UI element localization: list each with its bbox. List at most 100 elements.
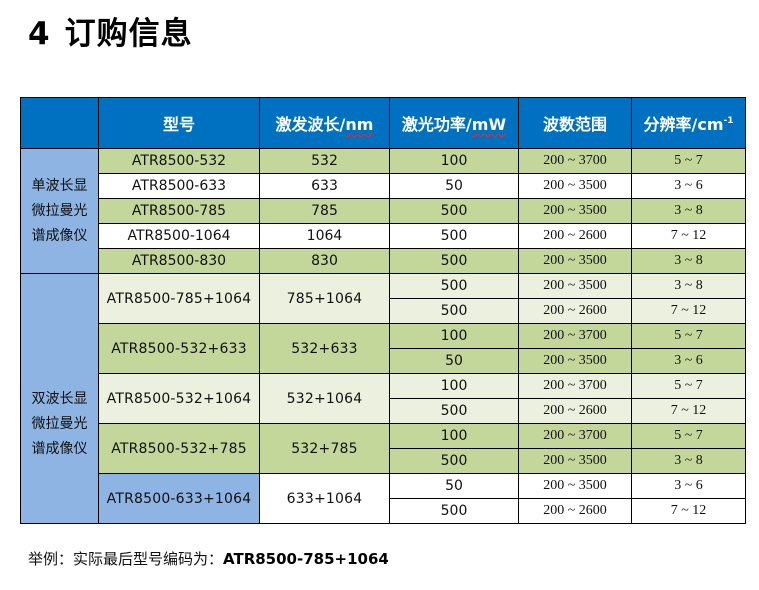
cell-resolution: 7 ~ 12	[631, 298, 746, 324]
cell-wavelength: 633+1064	[259, 473, 390, 524]
section-number: 4	[28, 16, 51, 52]
cell-resolution: 5 ~ 7	[631, 373, 746, 399]
table-row: 500 200 ~ 2600 7 ~ 12	[21, 298, 746, 324]
header-model: 型号	[98, 97, 260, 149]
header-resolution-label: 分辨率/cm	[643, 115, 724, 134]
category-line: 微拉曼光	[31, 416, 88, 432]
header-wavelength-label: 激发波长/	[275, 115, 346, 134]
cell-wavelength: 785	[259, 198, 390, 224]
example-note: 举例：实际最后型号编码为：ATR8500-785+1064	[28, 548, 389, 569]
cell-resolution: 3 ~ 8	[631, 198, 746, 224]
cell-power: 500	[389, 498, 519, 524]
table-row: 50 200 ~ 3500 3 ~ 6	[21, 348, 746, 374]
cell-wavelength: 785+1064	[259, 273, 390, 324]
cell-resolution: 3 ~ 8	[631, 273, 746, 299]
cell-power: 500	[389, 398, 519, 424]
category-line: 谱成像仪	[31, 227, 88, 244]
cell-power: 500	[389, 298, 519, 324]
table-row: 双波长显 微拉曼光 谱成像仪 ATR8500-785+1064 785+1064…	[20, 273, 746, 524]
cell-power: 500	[389, 448, 519, 474]
cell-resolution: 7 ~ 12	[631, 398, 746, 424]
table-row: ATR8500-532+785 532+785 100 200 ~ 3700 5…	[21, 423, 746, 474]
header-wavelength-unit: nm	[345, 115, 374, 134]
table-row: ATR8500-532+633 532+633 100 200 ~ 3700 5…	[21, 323, 746, 374]
table-row: ATR8500-532+1064 532+1064 100 200 ~ 3700…	[21, 373, 746, 424]
cell-resolution: 3 ~ 6	[631, 473, 746, 499]
header-power-unit: mW	[471, 115, 507, 134]
cell-power: 50	[389, 173, 519, 199]
header-resolution-exponent: -1	[723, 116, 734, 126]
cell-power: 100	[389, 323, 519, 349]
table-row: ATR8500-1064 1064 500 200 ~ 2600 7 ~ 12	[20, 223, 746, 249]
cell-range: 200 ~ 2600	[518, 223, 632, 249]
cell-model: ATR8500-785+1064	[98, 273, 260, 324]
section-title: 4 订购信息	[28, 14, 193, 54]
cell-range: 200 ~ 3500	[518, 198, 632, 224]
category-line: 单波长显	[31, 177, 88, 194]
cell-range: 200 ~ 3500	[518, 473, 632, 499]
cell-range: 200 ~ 2600	[518, 398, 632, 424]
cell-range: 200 ~ 3500	[518, 248, 632, 274]
cell-resolution: 5 ~ 7	[631, 423, 746, 449]
header-resolution: 分辨率/cm-1	[631, 97, 746, 149]
cell-range: 200 ~ 2600	[518, 498, 632, 524]
cell-model: ATR8500-532+1064	[98, 373, 260, 424]
cell-resolution: 7 ~ 12	[631, 223, 746, 249]
cell-model: ATR8500-633+1064	[98, 473, 260, 524]
cell-wavelength: 532	[259, 148, 390, 174]
cell-resolution: 3 ~ 6	[631, 173, 746, 199]
table-row: 单波长显 微拉曼光 谱成像仪 ATR8500-532 532 100 200 ~…	[20, 148, 746, 274]
cell-range: 200 ~ 3700	[518, 148, 632, 174]
cell-wavelength: 633	[259, 173, 390, 199]
cell-power: 100	[389, 148, 519, 174]
header-power: 激光功率/mW	[389, 97, 519, 149]
cell-wavelength: 830	[259, 248, 390, 274]
category-line: 谱成像仪	[31, 441, 88, 457]
cell-range: 200 ~ 3500	[518, 448, 632, 474]
category-single-wavelength: 单波长显 微拉曼光 谱成像仪	[20, 148, 99, 274]
cell-range: 200 ~ 3700	[518, 373, 632, 399]
cell-model: ATR8500-1064	[98, 223, 260, 249]
cell-wavelength: 1064	[259, 223, 390, 249]
table-row: ATR8500-633 633 50 200 ~ 3500 3 ~ 6	[20, 173, 746, 199]
order-info-table: 型号 激发波长/nm 激光功率/mW 波数范围 分辨率/cm-1 单波长显 微拉…	[20, 97, 746, 524]
cell-power: 100	[389, 423, 519, 449]
cell-model: ATR8500-532+633	[98, 323, 260, 374]
header-power-label: 激光功率/	[401, 115, 472, 134]
cell-resolution: 3 ~ 8	[631, 248, 746, 274]
cell-wavelength: 532+785	[259, 423, 390, 474]
table-row: 500 200 ~ 2600 7 ~ 12	[21, 398, 746, 424]
cell-power: 50	[389, 348, 519, 374]
cell-wavelength: 532+633	[259, 323, 390, 374]
cell-power: 50	[389, 473, 519, 499]
cell-range: 200 ~ 3700	[518, 323, 632, 349]
cell-power: 500	[389, 223, 519, 249]
table-row: 500 200 ~ 2600 7 ~ 12	[21, 498, 746, 524]
example-label: 举例：实际最后型号编码为：	[28, 550, 224, 568]
cell-range: 200 ~ 3700	[518, 423, 632, 449]
cell-model: ATR8500-532	[98, 148, 260, 174]
cell-range: 200 ~ 3500	[518, 173, 632, 199]
cell-range: 200 ~ 3500	[518, 348, 632, 374]
header-category	[20, 97, 99, 149]
cell-model: ATR8500-830	[98, 248, 260, 274]
category-line: 微拉曼光	[31, 202, 88, 219]
cell-wavelength: 532+1064	[259, 373, 390, 424]
cell-range: 200 ~ 3500	[518, 273, 632, 299]
cell-resolution: 7 ~ 12	[631, 498, 746, 524]
cell-model: ATR8500-532+785	[98, 423, 260, 474]
cell-power: 500	[389, 198, 519, 224]
example-model-code: ATR8500-785+1064	[223, 550, 389, 568]
table-row: ATR8500-785 785 500 200 ~ 3500 3 ~ 8	[20, 198, 746, 224]
cell-power: 100	[389, 373, 519, 399]
cell-model: ATR8500-785	[98, 198, 260, 224]
header-wavelength: 激发波长/nm	[259, 97, 390, 149]
table-row: ATR8500-830 830 500 200 ~ 3500 3 ~ 8	[20, 248, 746, 274]
cell-model: ATR8500-633	[98, 173, 260, 199]
header-range: 波数范围	[518, 97, 632, 149]
cell-resolution: 5 ~ 7	[631, 323, 746, 349]
cell-resolution: 3 ~ 6	[631, 348, 746, 374]
table-row: ATR8500-633+1064 633+1064 50 200 ~ 3500 …	[21, 473, 746, 524]
category-line: 双波长显	[31, 391, 88, 407]
cell-range: 200 ~ 2600	[518, 298, 632, 324]
